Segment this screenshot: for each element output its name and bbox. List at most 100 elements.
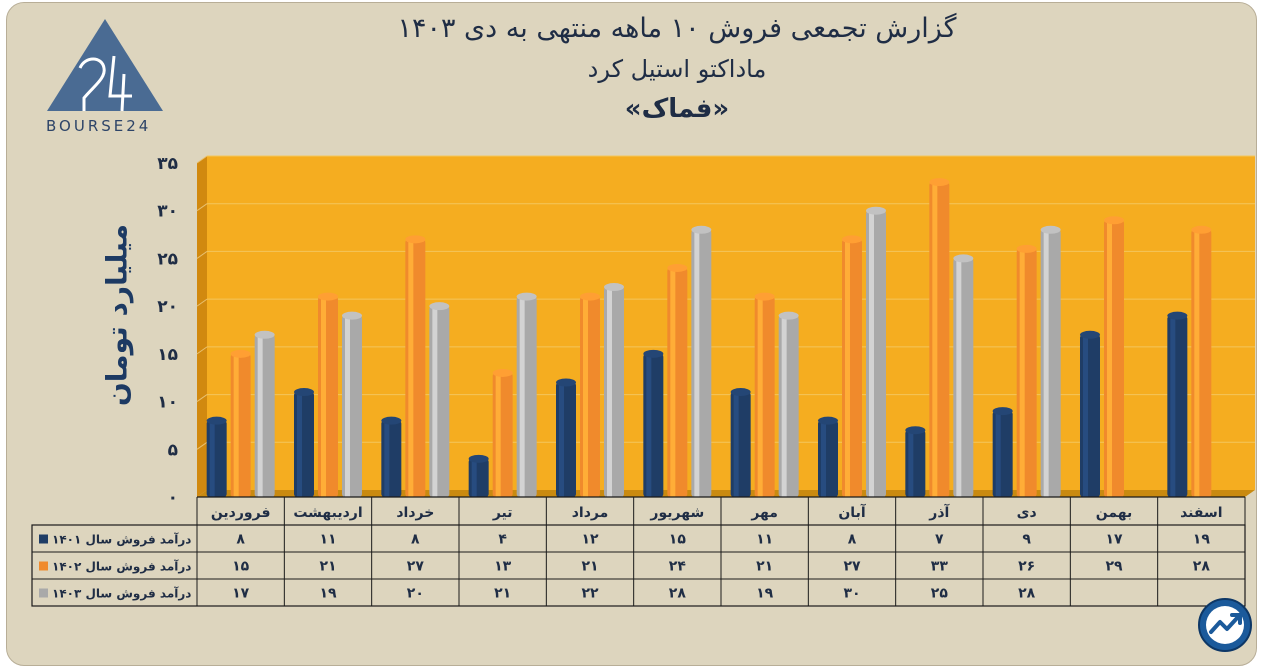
data-label: ۲۲ (581, 586, 599, 602)
bar-cap (643, 349, 664, 358)
bar-highlight (495, 372, 501, 497)
data-label: ۹ (1022, 532, 1031, 548)
plot-left-wall (197, 156, 207, 497)
data-label: ۲۵ (931, 586, 949, 602)
data-label: ۸ (236, 532, 245, 548)
x-tick-label: بهمن (1096, 505, 1132, 521)
logo-text: BOURSE24 (46, 117, 152, 135)
company-name: ماداکتو استیل کرد (587, 55, 767, 83)
data-label: ۲۹ (1105, 559, 1123, 575)
bar-highlight (607, 287, 612, 497)
data-label: ۳۰ (843, 586, 860, 602)
bar-cap (206, 416, 227, 425)
bar-highlight (908, 430, 914, 497)
bar-cap (342, 311, 362, 320)
bar-cap (294, 388, 314, 397)
data-label: ۲۷ (407, 559, 425, 575)
data-label: ۴ (498, 532, 507, 548)
y-tick-label: ۰ (168, 488, 178, 508)
plot-floor (197, 490, 1255, 497)
trend-arrow-icon (1198, 598, 1252, 652)
gridline-diag (196, 394, 208, 402)
bar-cap (866, 206, 886, 215)
data-label: ۲۱ (494, 586, 511, 602)
bar-highlight (432, 306, 438, 497)
bar-cap (953, 254, 974, 263)
x-tick-label: خرداد (396, 505, 434, 521)
data-label: ۱۹ (756, 586, 774, 602)
legend-label: درآمد فروش سال ۱۴۰۳ (52, 586, 191, 602)
data-label: ۱۳ (494, 559, 512, 575)
y-tick-label: ۵ (168, 440, 178, 460)
data-label: ۲۱ (319, 559, 336, 575)
gridline-diag (196, 346, 208, 355)
bar-cap (405, 235, 426, 244)
bar-highlight (821, 420, 826, 497)
y-tick-label: ۱۵ (157, 345, 178, 365)
bar-highlight (559, 382, 564, 497)
gridline-diag (196, 298, 208, 307)
bar-cap (842, 235, 862, 244)
bar-cap (691, 225, 712, 234)
bar-cap (556, 378, 576, 387)
bar-highlight (1194, 229, 1200, 498)
bar-cap (1016, 244, 1037, 253)
data-label: ۷ (935, 532, 944, 548)
gridline-diag (196, 155, 208, 164)
bar-highlight (932, 182, 938, 498)
data-label: ۲۰ (407, 586, 424, 602)
data-label: ۲۸ (669, 586, 687, 602)
data-label: ۱۹ (1193, 532, 1211, 548)
y-tick-label: ۲۰ (157, 297, 178, 317)
bar-highlight (1083, 334, 1088, 497)
bar-highlight (384, 420, 390, 497)
bar-highlight (408, 239, 414, 498)
data-label: ۲۷ (843, 559, 861, 575)
bar-highlight (519, 296, 525, 497)
data-label: ۱۹ (319, 586, 337, 602)
table-outline (31, 524, 1246, 607)
bourse24-logo (47, 19, 163, 112)
legend-swatch (39, 534, 48, 544)
bar-cap (1080, 330, 1100, 339)
bar-highlight (869, 210, 874, 497)
bar-cap (468, 454, 489, 463)
bar-highlight (209, 420, 215, 497)
bar-cap (1104, 216, 1124, 225)
data-label: ۱۵ (232, 559, 250, 575)
bar-cap (778, 311, 799, 320)
gridline-diag (196, 203, 208, 212)
bar-highlight (257, 334, 263, 497)
bar-cap (230, 349, 251, 358)
chart-title: گزارش تجمعی فروش ۱۰ ماهه منتهی به دی ۱۴۰… (397, 13, 957, 44)
bar-highlight (757, 296, 763, 497)
bar-cap (1191, 225, 1212, 234)
gridline-diag (196, 251, 208, 259)
data-label: ۲۸ (1193, 559, 1211, 575)
y-axis-label: میلیارد تومان (100, 223, 134, 407)
data-label: ۱۱ (756, 532, 773, 548)
data-label: ۲۶ (1018, 559, 1035, 575)
bar-highlight (345, 315, 350, 497)
bar-highlight (233, 353, 239, 497)
bar-highlight (1170, 315, 1176, 497)
x-tick-label: مرداد (572, 505, 609, 521)
bar-highlight (845, 239, 850, 498)
bar-cap (929, 178, 950, 187)
y-tick-label: ۳۵ (157, 154, 178, 174)
bar-highlight (646, 353, 652, 497)
bar-highlight (471, 458, 477, 497)
gridline-diag (196, 441, 208, 450)
bar-cap (1040, 225, 1061, 234)
x-tick-label: اردیبهشت (293, 505, 362, 521)
bar-highlight (995, 411, 1001, 497)
data-label: ۲۴ (669, 559, 687, 575)
bar-cap (754, 292, 775, 301)
logo-triangle (47, 19, 163, 111)
bar-cap (604, 283, 624, 292)
bar-highlight (583, 296, 588, 497)
data-label: ۸ (848, 532, 857, 548)
bar-highlight (1019, 248, 1025, 497)
x-tick-label: تیر (492, 505, 513, 521)
